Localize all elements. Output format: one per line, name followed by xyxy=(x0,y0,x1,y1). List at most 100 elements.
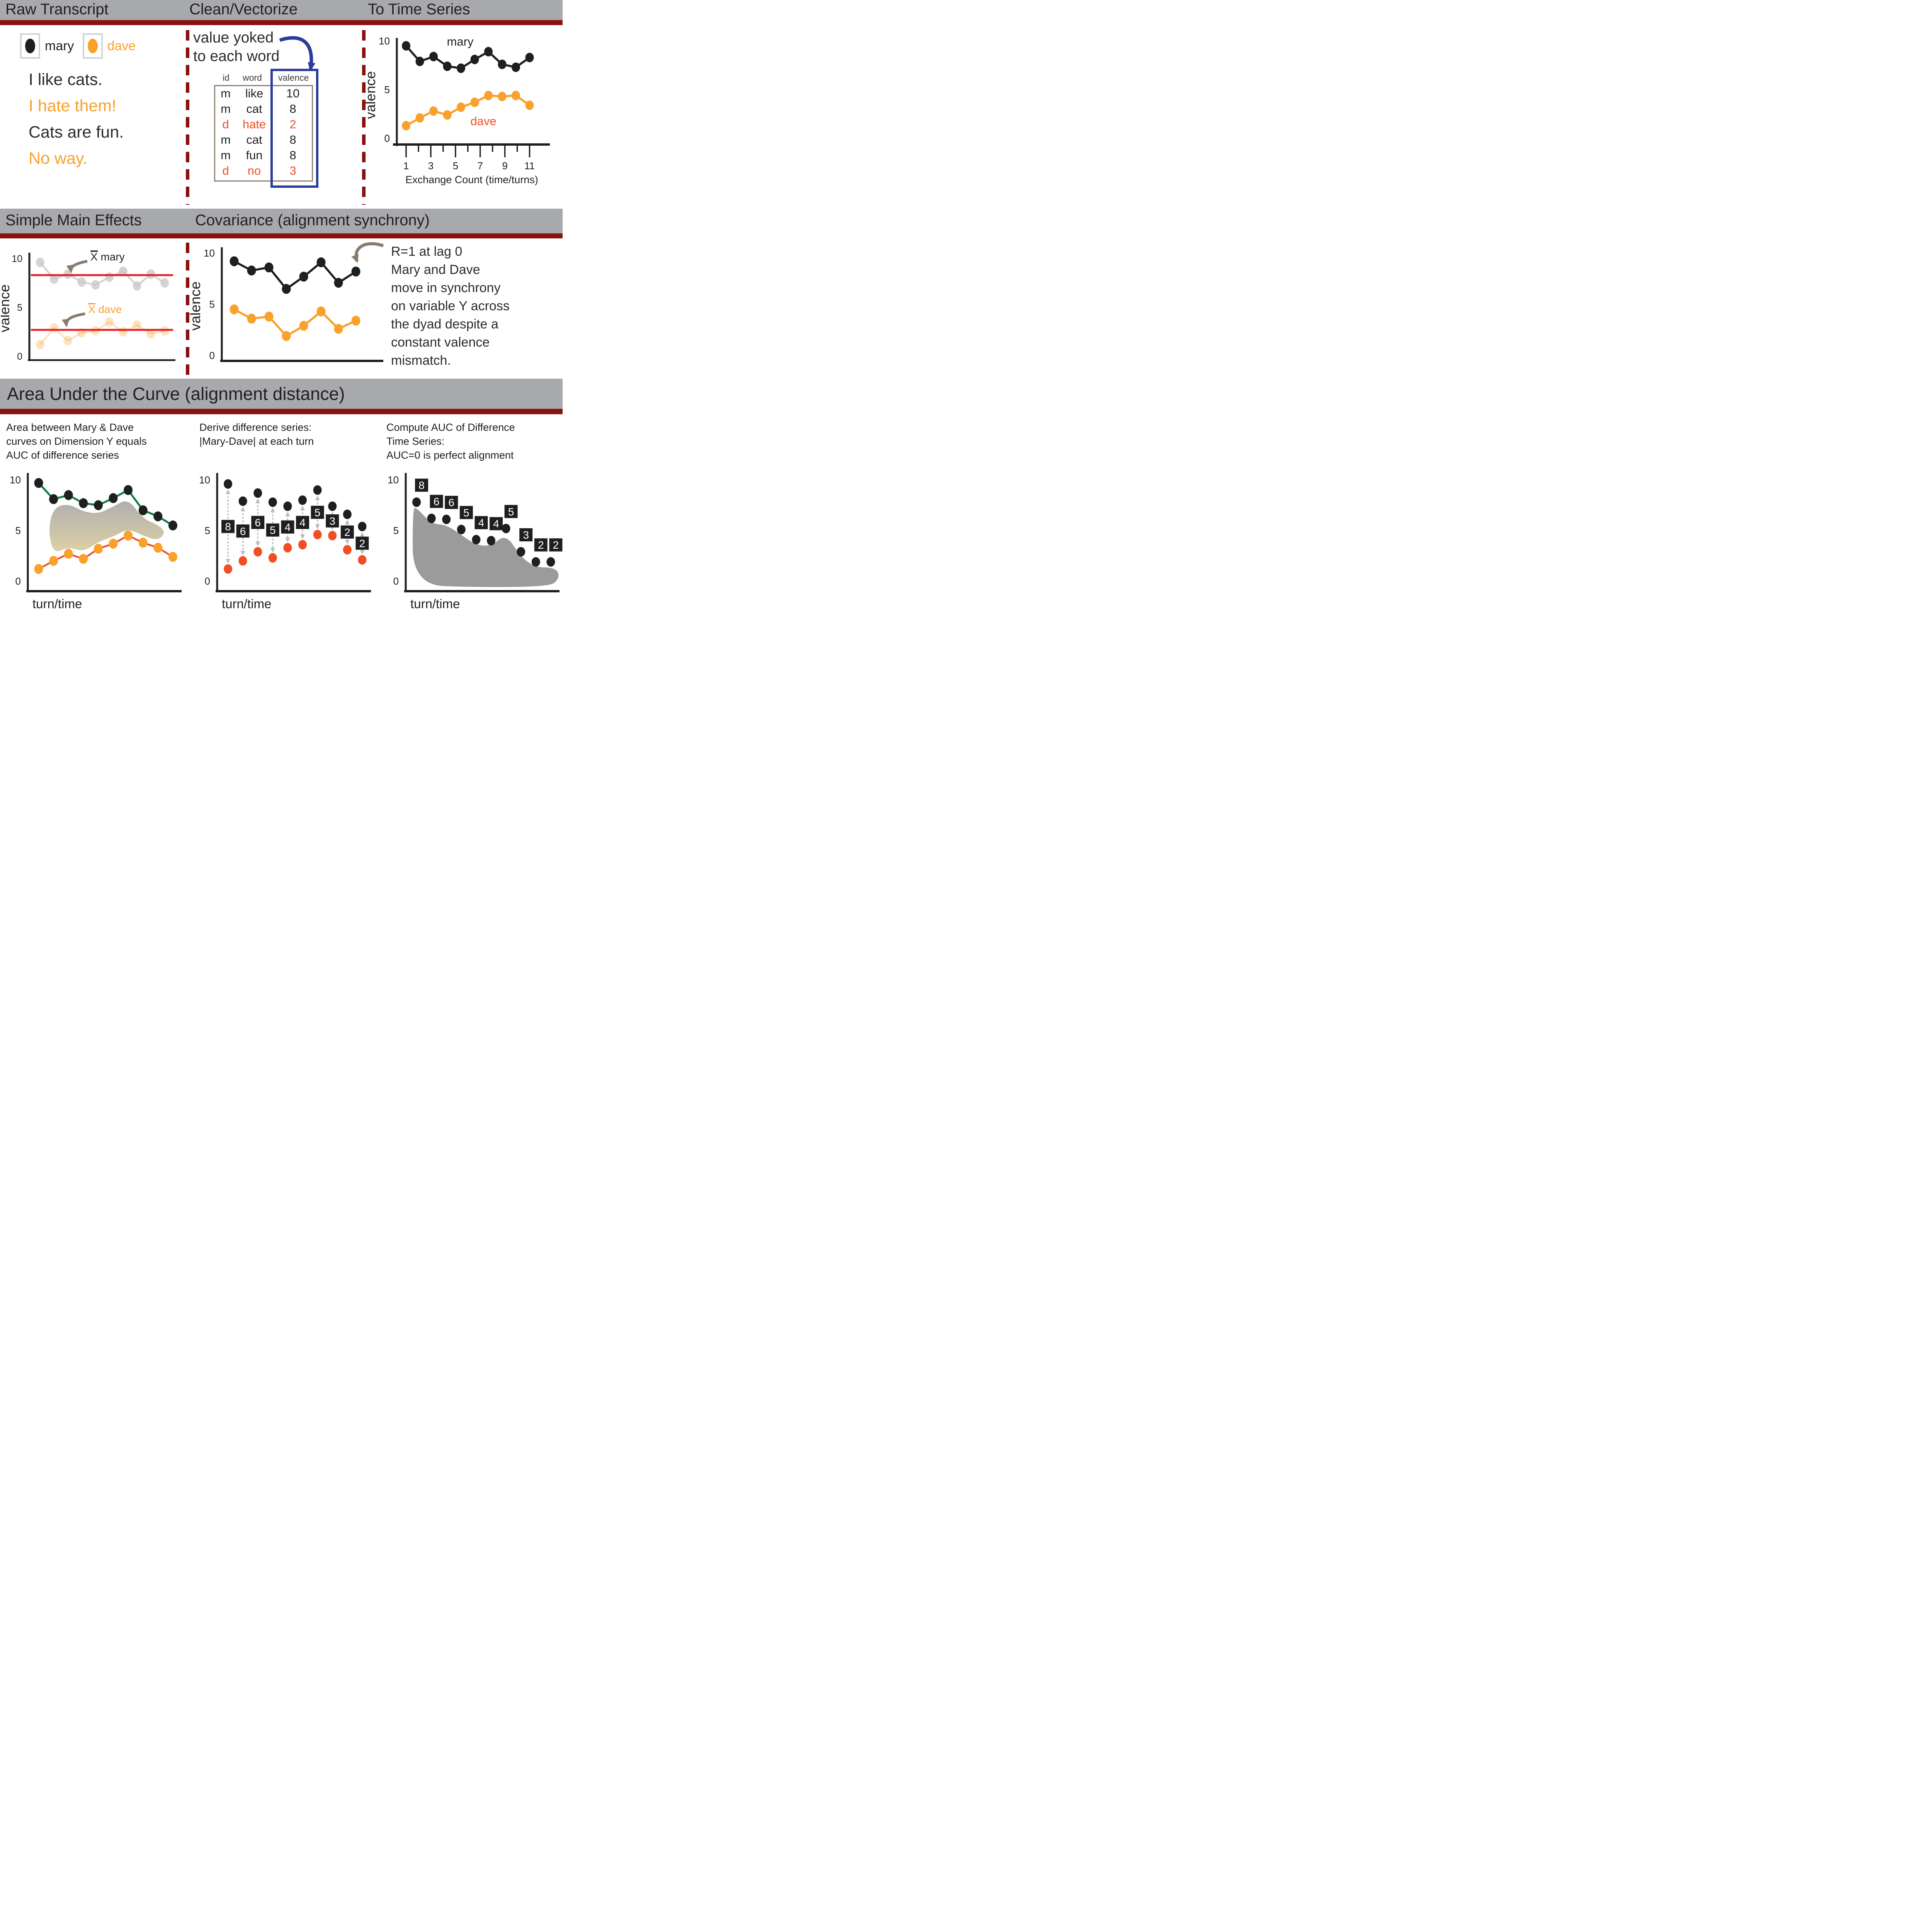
covariance-note: R=1 at lag 0 Mary and Dave move in synch… xyxy=(391,244,510,368)
svg-text:4: 4 xyxy=(299,517,306,529)
svg-text:6: 6 xyxy=(448,497,454,509)
svg-text:10: 10 xyxy=(12,253,22,264)
svg-text:valence: valence xyxy=(1,284,12,332)
transcript-line: I hate them! xyxy=(29,97,117,115)
col-header-id: id xyxy=(223,73,230,83)
mary-series xyxy=(34,478,177,531)
dave-series xyxy=(230,304,361,341)
header-row-1: Raw Transcript Clean/Vectorize To Time S… xyxy=(0,0,563,20)
legend-item-dave: dave xyxy=(82,33,136,59)
svg-text:5: 5 xyxy=(463,507,469,519)
table-cell: m xyxy=(221,102,231,116)
svg-text:10: 10 xyxy=(10,474,21,486)
svg-text:5: 5 xyxy=(384,84,390,95)
svg-text:0: 0 xyxy=(393,575,399,587)
plot: 0 5 10 valence xyxy=(1,253,175,362)
svg-text:X mary: X mary xyxy=(90,251,125,263)
svg-text:6: 6 xyxy=(240,525,246,537)
chart-covariance: 0 5 10 valence xyxy=(190,242,384,362)
svg-text:0: 0 xyxy=(205,575,210,587)
dave-series xyxy=(34,531,177,574)
table-cell: 2 xyxy=(289,117,296,131)
mary-faded-series xyxy=(36,257,169,291)
legend-swatch-box xyxy=(20,33,40,59)
transcript-line: No way. xyxy=(29,149,88,168)
between-area xyxy=(49,501,164,551)
svg-text:5: 5 xyxy=(209,299,215,310)
svg-text:10: 10 xyxy=(388,474,399,486)
svg-text:3: 3 xyxy=(329,515,335,527)
svg-text:dave: dave xyxy=(470,114,496,128)
svg-text:5: 5 xyxy=(15,525,21,536)
header-row-2: Simple Main Effects Covariance (alignmen… xyxy=(0,209,563,233)
plot: 0 5 10 valence 1 3 5 7 9 11 Exchange Count (time/t… xyxy=(364,35,550,185)
mary-series: mary xyxy=(402,35,534,73)
legend-item-mary: mary xyxy=(20,33,74,59)
table-cell: 8 xyxy=(289,133,296,146)
dave-faded-series xyxy=(36,317,169,349)
table-cell: m xyxy=(221,148,231,162)
axes: 0 5 10 turn/time xyxy=(199,473,371,611)
caption-auc-middle: Derive difference series: |Mary-Dave| at… xyxy=(199,422,314,447)
divider-bar-1 xyxy=(0,20,563,25)
axes: 0 5 10 turn/time xyxy=(10,473,182,611)
caption-auc-left: Area between Mary & Dave curves on Dimen… xyxy=(6,422,147,461)
difference-dots xyxy=(412,497,555,567)
table-cell: cat xyxy=(246,133,262,146)
svg-text:0: 0 xyxy=(209,350,215,361)
table-cell: fun xyxy=(246,148,263,162)
title-auc: Area Under the Curve (alignment distance… xyxy=(7,384,345,404)
svg-text:10: 10 xyxy=(379,35,390,47)
blue-curved-arrow-icon xyxy=(279,36,316,71)
legend-label-mary: mary xyxy=(45,38,74,53)
svg-text:Exchange Count (time/turns): Exchange Count (time/turns) xyxy=(405,174,538,185)
svg-text:11: 11 xyxy=(524,160,535,172)
dashed-separator-3 xyxy=(186,243,189,378)
vectorize-table: id word valence m like 10 m cat 8 d hate 2 m cat 8 m… xyxy=(212,69,320,189)
table-cell: m xyxy=(221,133,231,146)
axes: 0 5 10 turn/time xyxy=(388,473,560,611)
dave-dots xyxy=(224,530,367,574)
svg-text:valence: valence xyxy=(364,71,378,119)
col-header-word: word xyxy=(243,73,262,83)
svg-text:valence: valence xyxy=(190,281,203,331)
mary-dots xyxy=(224,479,367,531)
svg-text:turn/time: turn/time xyxy=(410,597,460,611)
chart-area-between-curves: 0 5 10 turn/time xyxy=(10,473,182,611)
svg-text:7: 7 xyxy=(477,160,483,172)
svg-text:10: 10 xyxy=(204,247,215,259)
valence-highlight-box xyxy=(270,69,318,188)
svg-text:X dave: X dave xyxy=(88,303,122,315)
svg-text:0: 0 xyxy=(15,575,21,587)
svg-text:turn/time: turn/time xyxy=(222,597,271,611)
svg-text:10: 10 xyxy=(199,474,210,486)
svg-text:5: 5 xyxy=(315,507,321,519)
plot: 0 5 10 valence xyxy=(190,247,383,362)
mary-dot-icon xyxy=(25,39,35,53)
svg-text:1: 1 xyxy=(403,160,409,172)
auc-area xyxy=(413,508,559,587)
value-yoked-note: value yoked to each word xyxy=(193,29,280,65)
svg-text:0: 0 xyxy=(17,351,22,362)
legend-swatch-box xyxy=(82,33,103,59)
dashed-separator-2 xyxy=(362,30,366,205)
svg-text:8: 8 xyxy=(418,480,425,492)
svg-text:5: 5 xyxy=(508,506,514,518)
svg-text:2: 2 xyxy=(344,526,350,538)
dave-series: dave xyxy=(402,90,534,131)
table-cell: like xyxy=(245,87,264,100)
chart-simple-main-effects: 0 5 10 valence X mary X dave xyxy=(1,250,175,362)
table-outline-box xyxy=(214,85,313,182)
svg-text:3: 3 xyxy=(428,160,434,172)
svg-text:2: 2 xyxy=(359,537,366,549)
legend-label-dave: dave xyxy=(107,38,136,53)
table-cell: cat xyxy=(246,102,262,116)
svg-text:2: 2 xyxy=(538,539,544,551)
table-cell: hate xyxy=(242,117,266,131)
transcript-line: Cats are fun. xyxy=(29,123,124,141)
svg-text:2: 2 xyxy=(553,539,559,551)
